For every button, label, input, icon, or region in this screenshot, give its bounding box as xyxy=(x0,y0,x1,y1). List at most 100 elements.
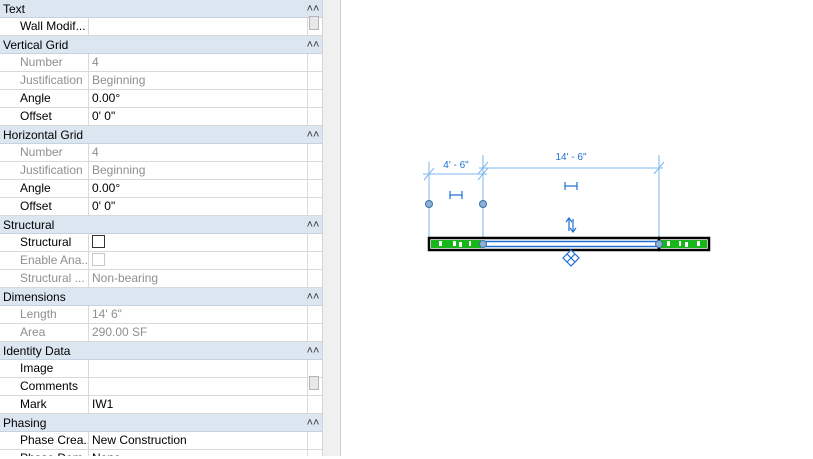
scroll-thumb[interactable] xyxy=(309,376,319,390)
dimension-text-right[interactable]: 14' - 6" xyxy=(555,152,586,163)
collapse-icon[interactable]: ˄˄ xyxy=(306,39,320,51)
row-gutter xyxy=(307,378,322,395)
wall-hatch-right xyxy=(661,240,707,248)
property-row: Offset 0' 0" xyxy=(0,108,322,126)
property-value: 290.00 SF xyxy=(88,324,307,341)
property-value[interactable]: New Construction xyxy=(88,432,307,449)
tick-right-1 xyxy=(477,161,489,175)
row-gutter xyxy=(307,198,322,215)
group-header[interactable]: Identity Data ˄˄ xyxy=(0,342,322,360)
group-title: Phasing xyxy=(3,416,47,430)
drawing-canvas[interactable]: 4' - 6" 14' - 6" xyxy=(341,0,813,456)
property-row: Image xyxy=(0,360,322,378)
property-label: Length xyxy=(20,307,57,321)
group-header[interactable]: Structural ˄˄ xyxy=(0,216,322,234)
property-row: Angle 0.00° xyxy=(0,90,322,108)
group-title: Horizontal Grid xyxy=(3,128,84,142)
row-gutter xyxy=(307,396,322,413)
group-header[interactable]: Horizontal Grid ˄˄ xyxy=(0,126,322,144)
row-gutter xyxy=(307,234,322,251)
tick-left-2 xyxy=(477,167,489,181)
row-gutter xyxy=(307,432,322,449)
grip-dot-icon[interactable] xyxy=(479,240,487,248)
panel-splitter[interactable] xyxy=(322,0,341,456)
property-label: Image xyxy=(20,361,54,375)
property-checkbox-cell[interactable] xyxy=(88,234,307,251)
property-row: Structural xyxy=(0,234,322,252)
property-label: Justification xyxy=(20,73,83,87)
property-label: Phase Crea... xyxy=(20,433,88,447)
dimension-handle-icon[interactable] xyxy=(564,182,578,190)
property-value[interactable]: 0' 0" xyxy=(88,198,307,215)
property-label: Comments xyxy=(20,379,79,393)
dimension-handle-icon[interactable] xyxy=(449,191,463,199)
property-value[interactable]: IW1 xyxy=(88,396,307,413)
dimension-text-left[interactable]: 4' - 6" xyxy=(443,160,469,171)
property-value[interactable]: None xyxy=(88,450,307,456)
row-gutter xyxy=(307,108,322,125)
property-value[interactable]: 0.00° xyxy=(88,90,307,107)
property-row: Wall Modif... xyxy=(0,18,322,36)
hatch-pattern xyxy=(439,241,700,247)
property-value[interactable] xyxy=(88,360,307,377)
grip-dot-icon[interactable] xyxy=(479,200,487,208)
row-gutter xyxy=(307,72,322,89)
row-gutter xyxy=(307,270,322,287)
scroll-thumb[interactable] xyxy=(309,16,319,30)
collapse-icon[interactable]: ˄˄ xyxy=(306,129,320,141)
grip-dot-icon[interactable] xyxy=(425,200,433,208)
property-row: Number 4 xyxy=(0,54,322,72)
checkbox[interactable] xyxy=(92,235,105,249)
properties-palette: Text ˄˄ Wall Modif... Vertical Grid ˄˄ Number… xyxy=(0,0,322,456)
collapse-icon[interactable]: ˄˄ xyxy=(306,417,320,429)
group-title: Text xyxy=(3,2,26,16)
row-gutter xyxy=(307,90,322,107)
property-row: Offset 0' 0" xyxy=(0,198,322,216)
group-header[interactable]: Vertical Grid ˄˄ xyxy=(0,36,322,54)
tick-right-2 xyxy=(653,161,665,175)
property-value[interactable] xyxy=(88,378,307,395)
property-value[interactable] xyxy=(88,18,307,35)
splitter-edge xyxy=(340,0,341,456)
property-row: Justification Beginning xyxy=(0,162,322,180)
property-row: Angle 0.00° xyxy=(0,180,322,198)
group-header[interactable]: Phasing ˄˄ xyxy=(0,414,322,432)
collapse-icon[interactable]: ˄˄ xyxy=(306,3,320,15)
property-label: Angle xyxy=(20,181,51,195)
row-gutter xyxy=(307,252,322,269)
row-gutter xyxy=(307,144,322,161)
collapse-icon[interactable]: ˄˄ xyxy=(306,345,320,357)
group-title: Dimensions xyxy=(3,290,66,304)
property-label: Wall Modif... xyxy=(20,19,86,33)
property-checkbox-cell xyxy=(88,252,307,269)
property-label: Phase Dem... xyxy=(10,450,88,456)
row-gutter xyxy=(307,360,322,377)
property-value: 14' 6" xyxy=(88,306,307,323)
property-row: Number 4 xyxy=(0,144,322,162)
row-gutter xyxy=(307,306,322,323)
property-row: Comments xyxy=(0,378,322,396)
property-row: Mark IW1 xyxy=(0,396,322,414)
property-value: Beginning xyxy=(88,72,307,89)
group-title: Identity Data xyxy=(3,344,71,358)
property-label: Number xyxy=(20,55,63,69)
group-header[interactable]: Text ˄˄ xyxy=(0,0,322,18)
checkbox xyxy=(92,253,105,267)
property-value: Beginning xyxy=(88,162,307,179)
property-value[interactable]: 0' 0" xyxy=(88,108,307,125)
property-label: Structural xyxy=(20,235,72,249)
property-label: Mark xyxy=(20,397,47,411)
property-label: Enable Ana... xyxy=(20,253,88,267)
grip-dot-icon[interactable] xyxy=(655,240,663,248)
property-row: Phase Crea... New Construction xyxy=(0,432,322,450)
property-label: Structural ... xyxy=(20,271,85,285)
collapse-icon[interactable]: ˄˄ xyxy=(306,291,320,303)
group-header[interactable]: Dimensions ˄˄ xyxy=(0,288,322,306)
collapse-icon[interactable]: ˄˄ xyxy=(306,219,320,231)
property-label: Offset xyxy=(20,199,52,213)
property-value[interactable]: 0.00° xyxy=(88,180,307,197)
row-gutter xyxy=(307,18,322,35)
flip-arrows-icon[interactable] xyxy=(565,217,577,233)
move-handle-icon[interactable] xyxy=(562,249,580,267)
group-title: Vertical Grid xyxy=(3,38,69,52)
